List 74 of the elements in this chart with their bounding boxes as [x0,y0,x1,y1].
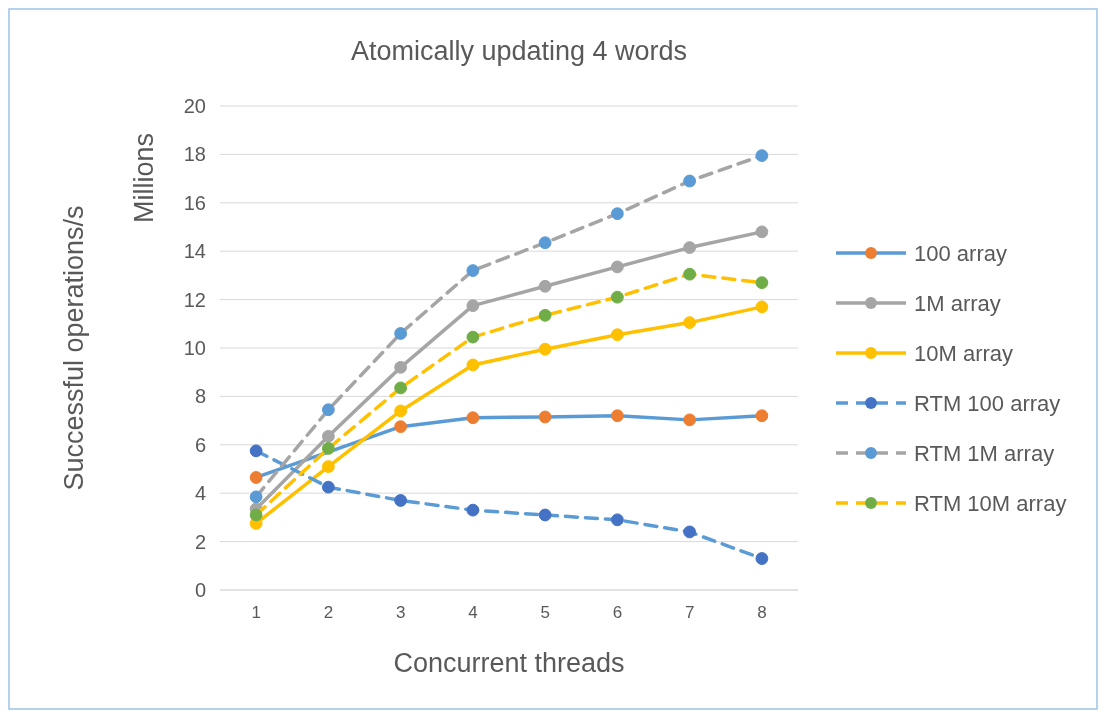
x-tick-label: 6 [612,603,623,622]
point [683,525,697,539]
y-tick-label: 2 [194,530,206,553]
point [683,267,697,281]
point [755,552,769,565]
y-tick-label: 20 [183,95,206,117]
legend-label: RTM 1M array [914,440,1055,466]
y-axis-title: Successful operations/s [59,205,89,491]
point [394,360,408,374]
point [466,411,480,425]
point [755,149,769,163]
point [610,409,624,423]
chart-title: Atomically updating 4 words [350,36,688,66]
point [394,420,408,434]
point [466,264,480,277]
point [538,410,552,424]
legend-label: RTM 10M array [914,490,1067,516]
point [394,327,408,340]
point [249,490,263,504]
point [610,207,624,221]
y-tick-label: 8 [194,385,206,408]
point [394,404,408,418]
x-axis-title: Concurrent threads [393,648,625,678]
point [538,279,552,293]
point [610,513,624,527]
point [683,174,697,188]
point [755,225,769,239]
y-tick-label: 18 [183,143,206,166]
point [321,480,335,494]
y-tick-label: 16 [183,191,206,214]
legend-label: RTM 100 array [914,390,1061,416]
point [321,442,335,455]
y-tick-label: 14 [183,240,206,263]
point [249,508,263,522]
point [538,508,552,522]
point [249,471,263,484]
point [394,494,408,507]
legend-label: 10M array [914,340,1014,366]
legend-label: 100 array [914,240,1007,266]
x-tick-label: 5 [540,603,550,622]
point [249,444,263,458]
point [466,503,480,517]
x-tick-label: 3 [395,603,406,622]
point [466,330,480,344]
point [538,342,552,356]
x-tick-label: 2 [323,603,334,622]
point [466,299,480,313]
x-tick-label: 4 [468,603,478,622]
y-tick-label: 6 [194,433,206,456]
point [321,403,335,417]
text: Millions [129,132,159,224]
x-tick-label: 1 [251,603,261,622]
y-tick-label: 4 [194,482,206,505]
point [321,460,335,473]
point [683,316,697,329]
y-tick-label: 12 [183,288,206,311]
y-tick-label: 0 [194,579,206,601]
point [538,236,552,250]
point [683,413,697,427]
point [610,328,624,342]
x-tick-label: 7 [684,603,695,622]
point [755,409,769,423]
legend-label: 1M array [914,290,1001,316]
point [755,300,769,314]
point [683,241,697,254]
point [755,276,769,290]
point [321,429,335,443]
point [610,290,624,304]
point [466,358,480,372]
point [610,260,624,274]
point [538,308,552,322]
point [394,381,408,395]
y-tick-label: 10 [183,337,206,359]
x-tick-label: 8 [757,603,767,622]
